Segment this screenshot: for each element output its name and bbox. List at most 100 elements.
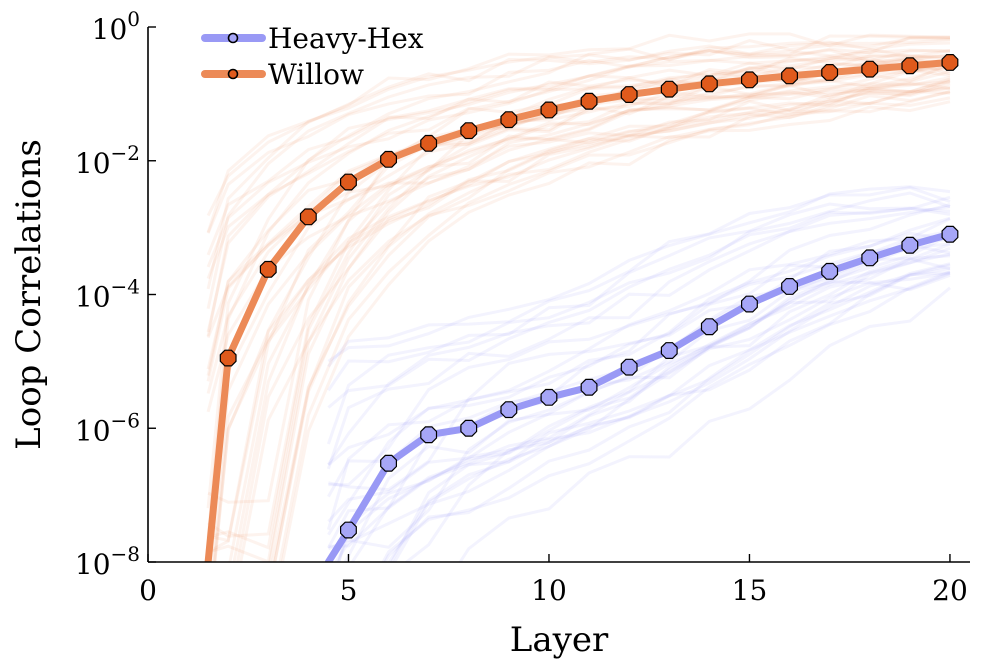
background-trajectory — [337, 257, 951, 562]
data-point-willow — [580, 92, 598, 110]
background-trajectory — [326, 231, 951, 531]
background-trajectory — [207, 65, 951, 562]
background-trajectory — [206, 32, 951, 290]
data-point-willow — [219, 349, 237, 367]
background-trajectory — [232, 69, 951, 562]
data-point-willow — [700, 75, 718, 93]
data-point-heavy-hex — [740, 295, 758, 313]
background-trajectory — [383, 271, 951, 562]
background-trajectory — [337, 252, 951, 562]
legend-label-willow: Willow — [268, 58, 364, 91]
background-trajectory — [281, 100, 951, 562]
background-trajectory — [208, 64, 951, 562]
background-trajectory — [327, 195, 951, 466]
background-trajectory — [327, 202, 951, 392]
background-trajectory — [273, 88, 951, 562]
series-markers — [219, 53, 959, 539]
background-trajectory — [213, 96, 951, 562]
data-point-heavy-hex — [700, 318, 718, 336]
data-point-willow — [901, 57, 919, 75]
background-trajectory — [387, 263, 951, 562]
data-point-heavy-hex — [781, 278, 799, 295]
background-trajectory — [392, 267, 951, 562]
background-trajectory — [327, 271, 951, 549]
background-trajectory — [327, 217, 951, 536]
background-trajectory — [327, 237, 951, 467]
background-trajectory — [210, 76, 951, 562]
y-axis-title: Loop Correlations — [9, 139, 49, 450]
background-trajectory — [236, 87, 951, 562]
background-trajectory — [271, 79, 951, 562]
background-trajectory — [328, 216, 951, 492]
background-trajectory — [381, 270, 951, 562]
background-trajectory — [389, 262, 951, 562]
data-point-heavy-hex — [821, 262, 839, 280]
background-trajectories — [206, 32, 951, 562]
data-point-heavy-hex — [340, 521, 357, 539]
data-point-heavy-hex — [580, 378, 598, 396]
background-trajectory — [327, 185, 951, 368]
background-trajectory — [206, 40, 951, 509]
legend-label-heavy-hex: Heavy-Hex — [268, 22, 424, 55]
data-point-heavy-hex — [540, 388, 558, 406]
x-tick-label: 0 — [139, 574, 157, 607]
background-trajectory — [213, 90, 951, 562]
data-point-heavy-hex — [380, 454, 397, 472]
background-trajectory — [206, 47, 951, 337]
background-trajectory — [326, 191, 951, 445]
background-trajectory — [206, 33, 951, 310]
background-trajectory — [212, 82, 951, 562]
background-trajectory — [206, 68, 951, 382]
background-trajectory — [327, 242, 951, 551]
data-point-willow — [740, 71, 758, 89]
x-tick-label: 15 — [732, 574, 768, 607]
background-trajectory — [206, 77, 951, 413]
data-point-heavy-hex — [460, 419, 478, 437]
x-tick-label: 10 — [531, 574, 567, 607]
background-trajectory — [206, 38, 951, 217]
background-trajectory — [273, 79, 951, 562]
data-point-heavy-hex — [941, 225, 959, 243]
y-tick-label: 10−4 — [75, 275, 140, 314]
background-trajectory — [228, 65, 951, 562]
background-trajectory — [326, 205, 951, 470]
y-tick-label: 100 — [92, 7, 140, 46]
background-trajectory — [343, 233, 951, 562]
background-trajectory — [328, 242, 951, 548]
data-point-willow — [460, 122, 478, 140]
x-tick-label: 20 — [932, 574, 968, 607]
data-point-willow — [941, 53, 959, 71]
background-trajectory — [206, 34, 951, 233]
data-point-willow — [500, 111, 518, 129]
background-trajectory — [278, 86, 951, 562]
y-tick-label: 10−8 — [75, 542, 140, 581]
data-point-heavy-hex — [420, 426, 438, 444]
background-trajectory — [206, 48, 951, 234]
data-point-willow — [420, 134, 438, 152]
data-point-willow — [340, 173, 357, 191]
background-trajectory — [458, 286, 951, 562]
data-point-willow — [540, 101, 558, 119]
background-trajectory — [404, 271, 951, 562]
legend-marker-willow — [227, 68, 239, 80]
data-point-heavy-hex — [660, 342, 678, 359]
background-trajectory — [327, 206, 951, 409]
background-trajectory — [239, 90, 951, 562]
data-point-heavy-hex — [901, 236, 919, 254]
data-point-heavy-hex — [861, 249, 879, 267]
x-axis-title: Layer — [510, 620, 609, 660]
background-trajectory — [206, 58, 951, 268]
background-trajectory — [328, 203, 951, 487]
background-trajectory — [207, 35, 951, 504]
ticks: 0 5 10 15 20 100 10−2 10−4 10−6 10−8 — [75, 7, 968, 607]
data-point-willow — [781, 67, 799, 85]
background-trajectory — [327, 185, 951, 363]
background-trajectory — [327, 243, 951, 498]
background-trajectory — [350, 246, 951, 562]
y-tick-label: 10−2 — [75, 141, 140, 180]
background-trajectory — [206, 48, 951, 538]
data-point-willow — [259, 260, 277, 278]
background-trajectory — [334, 273, 951, 562]
